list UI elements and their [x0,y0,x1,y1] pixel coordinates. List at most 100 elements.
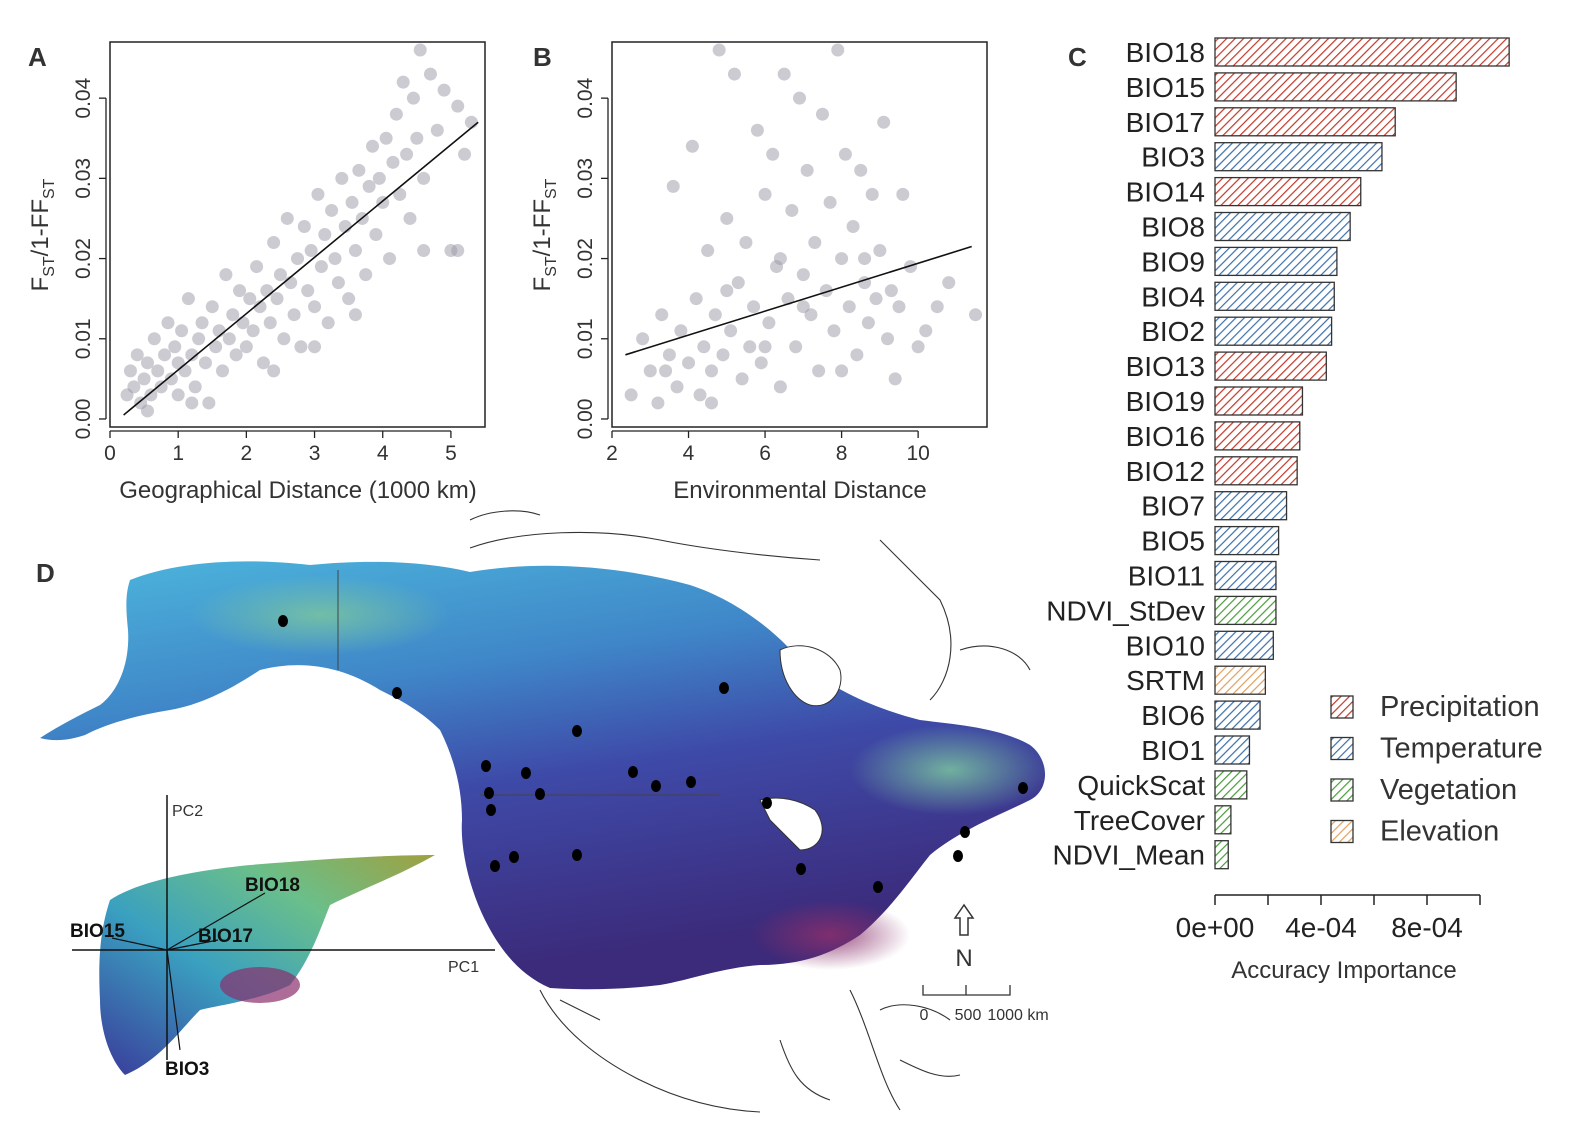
data-point [458,147,472,161]
regression-line [123,121,479,416]
vector-bio3 [166,949,181,1051]
bar-label: SRTM [1126,665,1205,696]
bar-label: BIO2 [1141,316,1205,347]
y-tick-label: 0.04 [574,77,597,118]
panel-label-d: D [36,558,55,588]
data-point [808,236,822,250]
data-point [704,364,718,378]
y-tick-label: 0.00 [72,399,95,440]
y-axis-label: FST/1-FFST [27,178,58,291]
data-point [911,340,925,354]
x-tick-label: 4 [377,442,389,465]
data-point [708,308,722,322]
bar-bio8 [1214,211,1351,242]
data-point [195,316,209,330]
bar-bio1 [1214,735,1251,765]
scale-label-0: 0 [920,1007,929,1024]
warm-zone [750,900,910,970]
data-point [762,316,776,330]
data-point [739,236,753,250]
data-point [297,219,311,233]
pc2-label: PC2 [172,803,203,820]
bar-bio5 [1214,525,1280,556]
data-point [328,252,342,266]
data-point [352,163,366,177]
bar-label: BIO12 [1126,456,1205,487]
data-point [147,332,161,346]
data-point [796,268,810,282]
data-point [410,131,424,145]
data-point [277,332,291,346]
bar-label: BIO17 [1126,107,1205,138]
sample-site [960,826,970,838]
data-point [263,316,277,330]
data-point [141,356,154,370]
data-point [735,372,749,386]
panel-b-scatter: 2 4 6 8 10 0.00 0.01 0.02 0.03 0.04 Environmenta… [529,41,988,504]
data-point [666,179,680,193]
data-point [246,324,260,338]
data-point [451,99,465,113]
data-point [865,187,879,201]
data-point [777,67,791,81]
legend-swatch-elevation [1330,819,1354,844]
data-point [171,388,185,402]
data-point [720,284,734,298]
legend: Precipitation Temperature Vegetation Elevat… [1330,691,1543,848]
x-tick-label: 4 [683,442,695,465]
data-point [239,340,253,354]
data-point [362,179,376,193]
pca-point-cloud [99,855,435,1075]
data-point [141,404,154,418]
bar-label: BIO13 [1126,351,1205,382]
bar-ndvi-mean [1214,840,1229,870]
data-point [314,260,328,274]
data-point [164,372,178,386]
data-point [359,268,373,282]
data-point [747,300,761,314]
regression-line [625,245,972,356]
y-label-sub: ST [41,256,58,277]
bar-quickscat [1214,770,1248,800]
sample-site [521,767,531,779]
bar-label: BIO11 [1128,561,1205,592]
data-point [835,364,849,378]
sample-site [490,860,500,872]
bar-label: BIO3 [1141,142,1205,173]
data-point [800,163,814,177]
data-point [130,348,144,362]
x-axis-label: Environmental Distance [673,477,926,504]
y-label-mid: /1-F [27,214,54,257]
data-point [850,348,864,362]
caribbean-outline [879,1004,961,1077]
data-point [198,356,212,370]
sample-site [481,760,491,772]
data-point [858,252,872,266]
data-point [158,348,172,362]
x-tick-label: 4e-04 [1285,912,1357,943]
panel-label-a: A [28,42,47,72]
data-point [154,380,168,394]
data-point [192,332,206,346]
data-point [137,372,151,386]
sample-site [873,881,883,893]
data-point [685,139,699,153]
scatter-points [120,43,478,418]
data-point [389,107,403,121]
data-point [651,396,665,410]
data-point [287,308,301,322]
sample-site [535,788,545,800]
pca-label-bio3: BIO3 [165,1059,209,1080]
data-point [773,380,787,394]
plot-frame [109,41,486,428]
data-point [345,195,359,209]
scale-label-500: 500 [955,1007,982,1024]
data-point [294,340,308,354]
bar-label: BIO10 [1126,630,1205,661]
pca-label-bio18: BIO18 [245,875,300,896]
y-label-main: F [27,277,54,292]
data-point [168,340,182,354]
pca-warm-cluster [220,967,300,1003]
data-point [712,43,726,57]
legend-label-vegetation: Vegetation [1380,774,1517,806]
